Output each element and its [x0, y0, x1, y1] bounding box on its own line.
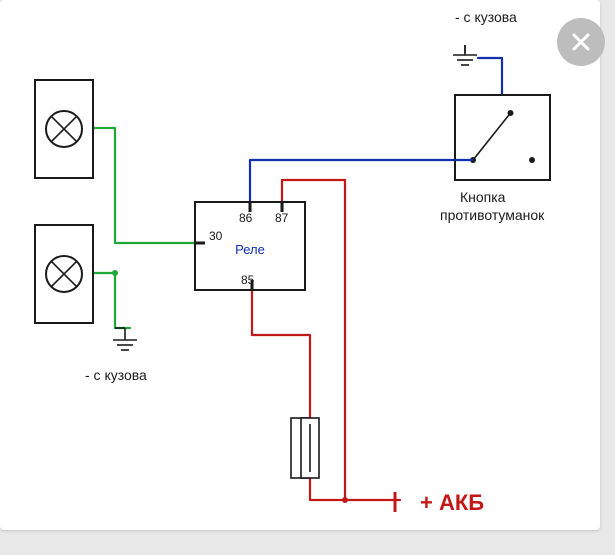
wiring-diagram: 30 86 87 85 Реле - с кузова - с кузова Кнопка пр…	[0, 0, 600, 530]
svg-text:- с кузова: - с кузова	[455, 9, 517, 25]
diagram-frame: 30 86 87 85 Реле - с кузова - с кузова Кнопка пр…	[0, 0, 615, 555]
close-icon	[569, 30, 593, 54]
svg-text:Реле: Реле	[235, 242, 265, 257]
close-button[interactable]	[557, 18, 605, 66]
svg-text:+ АКБ: + АКБ	[420, 490, 484, 515]
diagram-card: 30 86 87 85 Реле - с кузова - с кузова Кнопка пр…	[0, 0, 600, 530]
svg-text:Кнопка: Кнопка	[460, 189, 506, 205]
svg-text:85: 85	[241, 273, 255, 287]
svg-text:30: 30	[209, 229, 223, 243]
svg-text:87: 87	[275, 211, 289, 225]
svg-text:86: 86	[239, 211, 253, 225]
svg-text:противотуманок: противотуманок	[440, 207, 545, 223]
svg-text:- с кузова: - с кузова	[85, 367, 147, 383]
